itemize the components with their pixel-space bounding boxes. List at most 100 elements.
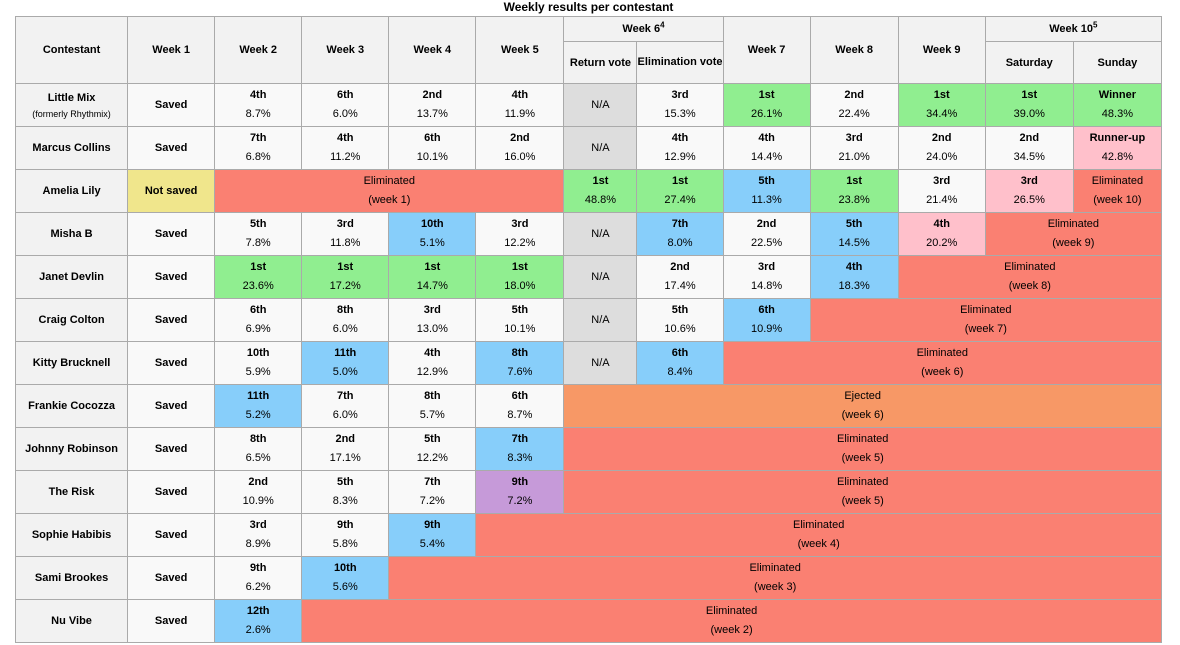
header-week-7[interactable]: Week 7 bbox=[722, 16, 811, 84]
table-row: Johnny Robinson Saved 8th 6.5% 2nd 17.1% 5th 12… bbox=[14, 427, 1162, 471]
header-week-4[interactable]: Week 4 bbox=[388, 16, 477, 84]
header-week-8[interactable]: Week 8 bbox=[809, 16, 899, 84]
result-cell: 3rd 13.0% bbox=[388, 298, 477, 342]
vote-percentage: 39.0% bbox=[1013, 108, 1045, 120]
status-label: Eliminated bbox=[749, 562, 801, 574]
result-cell: 3rd 21.0% bbox=[809, 126, 899, 170]
vote-percentage: 26.1% bbox=[750, 108, 783, 120]
header-week-2[interactable]: Week 2 bbox=[214, 16, 303, 84]
header-week-6[interactable]: Week 64 bbox=[563, 16, 724, 42]
result-cell: 2nd 10.9% bbox=[214, 470, 303, 514]
eliminated-cell: Eliminated (week 4) bbox=[475, 513, 1162, 557]
placement: 6th bbox=[337, 89, 354, 101]
result-cell: 2nd 22.4% bbox=[809, 83, 899, 127]
result-cell: 5th 11.3% bbox=[722, 169, 811, 213]
na-cell: N/A bbox=[563, 341, 638, 385]
placement: 8th bbox=[337, 304, 354, 316]
vote-percentage: 17.4% bbox=[664, 280, 696, 292]
placement: 1st bbox=[846, 175, 863, 187]
vote-percentage: 7.8% bbox=[245, 237, 271, 249]
vote-percentage: 6.5% bbox=[245, 452, 271, 464]
vote-percentage: 5.0% bbox=[332, 366, 358, 378]
week1-status-cell: Saved bbox=[127, 83, 216, 127]
result-cell: 2nd 24.0% bbox=[897, 126, 986, 170]
vote-percentage: 8.9% bbox=[245, 538, 271, 550]
placement: 6th bbox=[758, 304, 775, 316]
placement: 4th bbox=[424, 347, 441, 359]
status-label: Eliminated bbox=[363, 175, 415, 187]
vote-percentage: 5.2% bbox=[245, 409, 271, 421]
result-cell: 6th 6.9% bbox=[214, 298, 303, 342]
vote-percentage: 22.4% bbox=[838, 108, 870, 120]
result-cell: 3rd 8.9% bbox=[214, 513, 303, 557]
placement: 4th bbox=[249, 89, 267, 101]
status-label: Eliminated bbox=[837, 476, 889, 488]
contestant-name: Nu Vibe bbox=[14, 599, 129, 643]
placement: 5th bbox=[424, 433, 441, 445]
placement: 4th bbox=[845, 261, 863, 273]
result-cell: 7th 7.2% bbox=[388, 470, 477, 514]
placement: 1st bbox=[424, 261, 441, 273]
na-cell: N/A bbox=[563, 212, 638, 256]
contestant-name-text: Janet Devlin bbox=[39, 270, 104, 283]
vote-percentage: 48.3% bbox=[1101, 108, 1133, 120]
vote-percentage: 20.2% bbox=[926, 237, 958, 249]
result-cell: 2nd 22.5% bbox=[722, 212, 811, 256]
eliminated-cell: Eliminated (week 7) bbox=[809, 298, 1163, 342]
result-cell: 4th 18.3% bbox=[809, 255, 899, 299]
status-week: (week 8) bbox=[1008, 280, 1051, 292]
result-cell: 1st 23.8% bbox=[809, 169, 899, 213]
vote-percentage: 14.8% bbox=[750, 280, 783, 292]
contestant-name-text: Craig Colton bbox=[38, 313, 105, 326]
vote-percentage: 42.8% bbox=[1101, 151, 1133, 163]
status-label: Eliminated bbox=[792, 519, 845, 531]
placement: 3rd bbox=[671, 89, 689, 101]
contestant-name: Kitty Brucknell bbox=[14, 341, 129, 385]
vote-percentage: 23.8% bbox=[838, 194, 870, 206]
placement: 1st bbox=[511, 261, 528, 273]
placement: 8th bbox=[249, 433, 267, 445]
vote-percentage: 6.8% bbox=[245, 151, 271, 163]
placement: 9th bbox=[337, 519, 354, 531]
contestant-name-text: Misha B bbox=[50, 227, 93, 240]
contestant-name: Janet Devlin bbox=[14, 255, 129, 299]
placement: 2nd bbox=[248, 476, 268, 488]
contestant-name-text: The Risk bbox=[48, 485, 95, 498]
result-cell: 8th 6.5% bbox=[214, 427, 303, 471]
vote-percentage: 14.7% bbox=[416, 280, 448, 292]
table-row: Janet Devlin Saved 1st 23.6% 1st 17.2% 1st 14.7… bbox=[14, 255, 1163, 299]
status-label: Ejected bbox=[844, 390, 882, 402]
header-week-5[interactable]: Week 5 bbox=[475, 16, 565, 84]
table-row: The Risk Saved 2nd 10.9% 5th 8.3% 7th 7.2% 9th 7.… bbox=[14, 470, 1162, 514]
placement: 5th bbox=[671, 304, 689, 316]
placement: 9th bbox=[424, 519, 441, 531]
result-cell: 10th 5.1% bbox=[388, 212, 477, 256]
vote-percentage: 34.5% bbox=[1013, 151, 1045, 163]
result-cell: 9th 6.2% bbox=[214, 556, 303, 600]
vote-percentage: 5.7% bbox=[419, 409, 445, 421]
status-week: (week 2) bbox=[710, 624, 753, 636]
header-week-6-label: Week 6 bbox=[622, 23, 661, 35]
placement: 1st bbox=[337, 261, 354, 273]
footnote-4-link[interactable]: 4 bbox=[660, 20, 665, 30]
vote-percentage: 5.8% bbox=[332, 538, 358, 550]
header-week-3[interactable]: Week 3 bbox=[301, 16, 390, 84]
status-week: (week 4) bbox=[797, 538, 840, 550]
vote-percentage: 8.7% bbox=[245, 108, 271, 120]
week1-status-cell: Saved bbox=[127, 470, 216, 514]
header-week-1[interactable]: Week 1 bbox=[127, 16, 216, 84]
placement: 5th bbox=[511, 304, 529, 316]
footnote-5-link[interactable]: 5 bbox=[1093, 20, 1098, 30]
header-return-vote: Return vote bbox=[563, 41, 638, 84]
na-cell: N/A bbox=[563, 255, 638, 299]
status-week: (week 5) bbox=[841, 495, 884, 507]
table-row: Kitty Brucknell Saved 10th 5.9% 11th 5.0% 4th 1… bbox=[14, 341, 1163, 385]
header-week-10[interactable]: Week 105 bbox=[984, 16, 1163, 42]
contestant-name: Marcus Collins bbox=[14, 126, 129, 170]
vote-percentage: 6.2% bbox=[245, 581, 271, 593]
na-cell: N/A bbox=[563, 126, 638, 170]
vote-percentage: 8.7% bbox=[507, 409, 533, 421]
placement: 2nd bbox=[422, 89, 443, 101]
header-week-9[interactable]: Week 9 bbox=[897, 16, 986, 84]
contestant-name: Sophie Habibis bbox=[14, 513, 129, 557]
